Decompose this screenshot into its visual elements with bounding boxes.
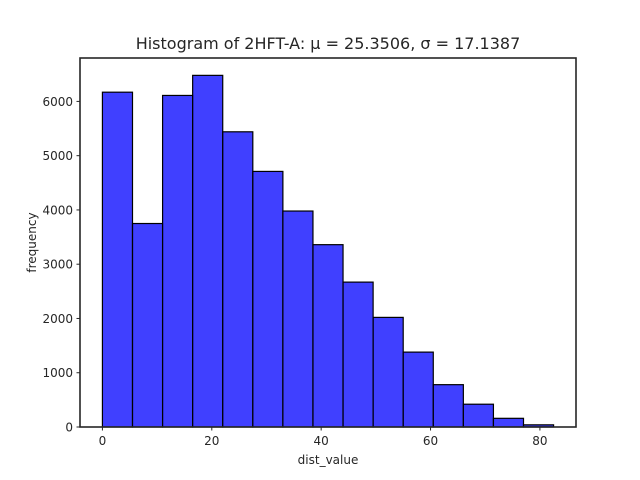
histogram-bar	[101, 91, 134, 428]
histogram-bar	[342, 281, 374, 428]
x-tick-label: 0	[99, 434, 107, 448]
x-tick-label: 20	[204, 434, 219, 448]
histogram-bar	[282, 210, 314, 428]
histogram-bar	[161, 94, 194, 428]
y-axis-label: frequency	[25, 212, 39, 272]
histogram-bar	[222, 131, 254, 428]
histogram-bar	[131, 222, 164, 428]
x-tick-label: 80	[532, 434, 547, 448]
histogram-bar	[492, 417, 525, 428]
x-tick-label: 60	[423, 434, 438, 448]
y-tick-label: 2000	[42, 312, 73, 326]
histogram-bar	[402, 351, 434, 428]
y-tick-label: 5000	[42, 149, 73, 163]
y-tick-label: 6000	[42, 95, 73, 109]
y-axis-ticks: 0 1000 2000 3000 4000 5000 6000	[42, 95, 80, 435]
bars-group	[101, 74, 555, 428]
plot-frame	[79, 57, 577, 428]
histogram-bar	[462, 403, 495, 428]
histogram-bar	[192, 74, 224, 428]
y-tick-label: 3000	[42, 258, 73, 272]
histogram-bar	[432, 384, 464, 428]
chart-title: Histogram of 2HFT-A: μ = 25.3506, σ = 17…	[136, 34, 521, 53]
histogram-bar	[372, 316, 404, 428]
x-tick-label: 40	[314, 434, 329, 448]
histogram-bar	[312, 244, 344, 428]
y-tick-label: 0	[65, 421, 73, 435]
histogram-bar	[252, 170, 284, 428]
x-axis-ticks: 0 20 40 60 80	[99, 427, 548, 448]
x-axis-label: dist_value	[298, 453, 359, 467]
y-tick-label: 1000	[42, 366, 73, 380]
y-tick-label: 4000	[42, 203, 73, 217]
